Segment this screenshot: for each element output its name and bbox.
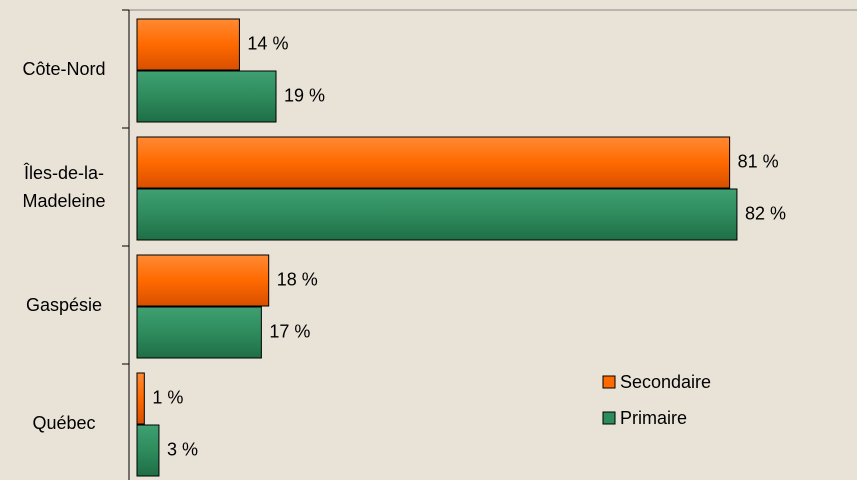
bar (136, 136, 731, 189)
value-label: 19 % (284, 85, 325, 105)
y-tick-label: Côte-Nord (22, 59, 106, 79)
legend-label: Secondaire (620, 372, 711, 392)
legend-swatch (602, 411, 616, 425)
value-label: 18 % (277, 269, 318, 289)
value-label: 14 % (247, 33, 288, 53)
legend-label: Primaire (620, 408, 687, 428)
bar (136, 188, 738, 241)
y-tick-label: Gaspésie (25, 295, 103, 315)
y-tick-label: Québec (32, 413, 96, 433)
bar (136, 70, 277, 123)
value-label: 1 % (152, 387, 183, 407)
bar (136, 18, 240, 71)
bar (136, 372, 145, 425)
value-label: 3 % (167, 439, 198, 459)
bar (136, 306, 262, 359)
legend-swatch (602, 375, 616, 389)
bar (136, 424, 160, 477)
value-label: 81 % (738, 151, 779, 171)
bar (136, 254, 270, 307)
value-label: 17 % (269, 321, 310, 341)
value-label: 82 % (745, 203, 786, 223)
y-tick-label: Îles-de-la-Madeleine (22, 163, 106, 211)
